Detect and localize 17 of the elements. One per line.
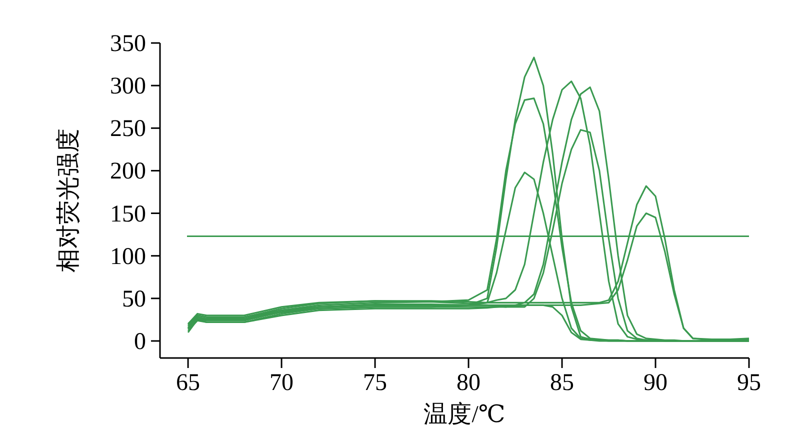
y-tick-label: 50 — [122, 286, 146, 312]
y-tick-label: 150 — [110, 201, 146, 228]
y-tick-label: 200 — [110, 158, 146, 185]
y-axis-title: 相对荧光强度 — [55, 128, 82, 272]
y-tick-label: 350 — [110, 31, 146, 57]
x-tick-label: 85 — [550, 370, 574, 396]
y-tick-label: 100 — [110, 244, 146, 270]
x-tick-label: 75 — [363, 370, 388, 396]
y-tick-label: 300 — [110, 74, 146, 100]
x-tick-label: 80 — [456, 370, 481, 396]
x-tick-label: 70 — [270, 370, 294, 396]
x-tick-label: 90 — [644, 370, 668, 396]
x-axis-title: 温度/℃ — [424, 401, 506, 428]
x-tick-label: 65 — [176, 370, 200, 396]
y-tick-label: 250 — [110, 116, 146, 142]
x-tick-label: 95 — [737, 370, 761, 396]
y-tick-label: 0 — [134, 328, 146, 355]
